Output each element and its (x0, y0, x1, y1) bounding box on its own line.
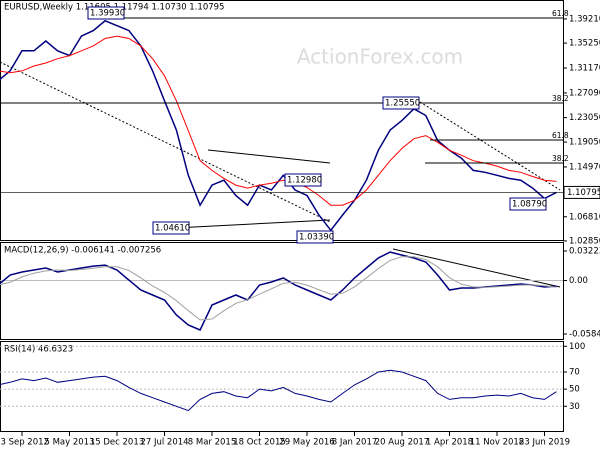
trendline (0, 61, 331, 223)
fib-label: 38.2 (552, 154, 569, 163)
fib-label: 61.8 (552, 9, 569, 18)
x-tick-label: 27 Jul 2014 (140, 438, 188, 448)
y-tick-label: 0.032235 (569, 247, 600, 257)
y-tick-label: 1.31170 (569, 64, 600, 74)
y-tick-label: -0.058434 (569, 329, 600, 339)
series-line (0, 251, 557, 331)
y-tick-label: 1.39210 (569, 14, 600, 24)
trendline (419, 101, 561, 191)
annotation-box (284, 173, 322, 187)
x-tick-label: 1 Apr 2018 (426, 438, 473, 448)
x-tick-label: 8 Mar 2015 (188, 438, 236, 448)
annotation-box (152, 221, 190, 235)
annotation: 1.08790 (512, 200, 547, 210)
y-tick-label: 100 (569, 342, 585, 352)
x-tick-label: 11 Nov 2018 (470, 438, 524, 448)
annotation: 1.39930 (90, 9, 125, 19)
panel-title: RSI(14) 46.6323 (4, 345, 73, 355)
y-tick-label: 30 (569, 402, 580, 412)
annotation: 1.25550 (385, 99, 420, 109)
annotation-box (87, 6, 125, 20)
y-tick-label: 1.19050 (569, 138, 600, 148)
fib-label: 61.8 (552, 131, 569, 140)
y-tick-label: 1.14970 (569, 162, 600, 172)
annotation: 1.04610 (155, 224, 190, 234)
annotation: 1.03390 (299, 233, 334, 243)
y-tick-label: 70 (569, 368, 580, 378)
rsi-panel (0, 341, 564, 432)
x-tick-label: 29 May 2016 (279, 438, 334, 448)
price-panel (0, 0, 564, 241)
x-tick-label: 20 Aug 2017 (375, 438, 429, 448)
x-tick-label: 15 Dec 2013 (90, 438, 144, 448)
y-tick-label: 1.06810 (569, 212, 600, 222)
x-tick-label: 18 Oct 2015 (233, 438, 286, 448)
macd-panel (0, 242, 564, 340)
fib-label: 38.2 (552, 94, 569, 103)
y-tick-label: 1.02850 (569, 236, 600, 246)
annotation-box (296, 230, 334, 244)
last-price-label: 1.10795 (567, 188, 600, 198)
annotation-box (382, 96, 420, 110)
annotation-box (509, 197, 547, 211)
series-line (0, 256, 557, 321)
y-tick-label: 0.00 (569, 276, 588, 286)
series-line (0, 35, 557, 206)
panel-title: MACD(12,26,9) -0.006141 -0.007256 (4, 246, 161, 256)
annotation: 1.12980 (287, 176, 322, 186)
watermark: ActionForex.com (297, 45, 463, 69)
x-tick-label: 23 Jun 2019 (519, 438, 570, 448)
x-tick-label: 8 Jan 2017 (332, 438, 378, 448)
y-tick-label: 1.23050 (569, 113, 600, 123)
x-tick-label: 23 Sep 2012 (0, 438, 49, 448)
last-price-box (563, 185, 600, 199)
trendline (392, 248, 561, 288)
y-tick-label: 50 (569, 385, 580, 395)
x-tick-label: 5 May 2013 (44, 438, 94, 448)
y-tick-label: 1.27090 (569, 88, 600, 98)
series-line (0, 369, 557, 412)
y-tick-label: 1.35250 (569, 39, 600, 49)
series-line (0, 19, 557, 232)
trendline (207, 149, 331, 164)
